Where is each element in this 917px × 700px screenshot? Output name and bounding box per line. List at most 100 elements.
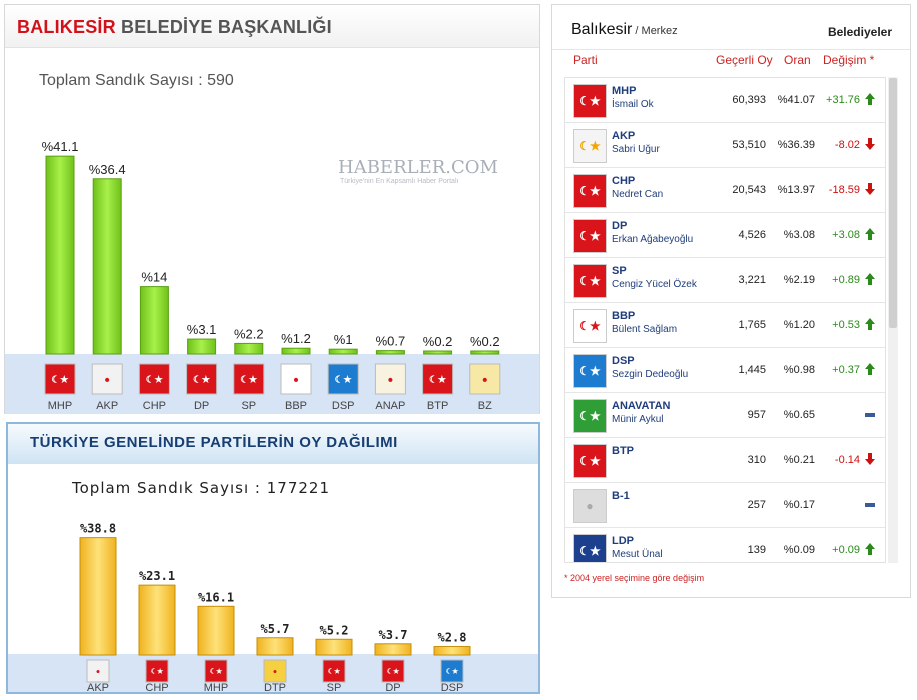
party-name: MHP: [612, 85, 637, 97]
vote-change: -18.59: [828, 184, 860, 196]
bar-bz: [470, 350, 500, 355]
sp-party-logo-icon: [322, 659, 346, 683]
vote-ratio: %0.09: [783, 544, 815, 556]
category-label-bz: BZ: [478, 400, 492, 412]
watermark-logo: HABERLER.COM: [338, 157, 498, 178]
table-row[interactable]: ☾★ LDP Mesut Ünal 139 %0.09 +0.09: [565, 528, 885, 562]
table-row[interactable]: ☾★ CHP Nedret Can 20,543 %13.97 -18.59: [565, 168, 885, 213]
table-row[interactable]: ☾★ MHP İsmail Ok 60,393 %41.07 +31.76: [565, 78, 885, 123]
panel-b-header: TÜRKİYE GENELİNDE PARTİLERİN OY DAĞILIMI: [8, 424, 538, 464]
anap-logo-glyph: ●: [388, 375, 394, 386]
valid-votes: 257: [747, 499, 766, 511]
bar-value-label-dp: %3.7: [379, 628, 408, 642]
table-row[interactable]: ☾★ SP Cengiz Yücel Özek 3,221 %2.19 +0.89: [565, 258, 885, 303]
vote-change: +3.08: [832, 229, 860, 241]
party-name: SP: [612, 265, 627, 277]
column-header-ratio: Oran: [784, 53, 811, 67]
bbp-party-logo-icon: [280, 363, 312, 395]
category-label-chp: CHP: [143, 400, 166, 412]
category-label-anap: ANAP: [375, 400, 405, 412]
bar-value-label-sp: %2.2: [234, 326, 264, 341]
no-change-dash-icon: [865, 413, 875, 417]
bbp-logo-glyph: ●: [293, 375, 299, 386]
watermark-tagline: Türkiye'nin En Kapsamlı Haber Portalı: [340, 178, 459, 185]
dp-logo-glyph: ☾★: [193, 375, 211, 386]
vote-ratio: %0.17: [783, 499, 815, 511]
party-name: BTP: [612, 445, 634, 457]
chp-party-logo-icon: [138, 363, 170, 395]
candidate-name: Sabri Uğur: [612, 144, 660, 155]
bar-dp: [187, 338, 217, 355]
vote-ratio: %41.07: [777, 94, 815, 106]
results-scrollbar[interactable]: [888, 77, 898, 563]
scrollbar-thumb[interactable]: [889, 78, 897, 328]
party-name: AKP: [612, 130, 636, 142]
valid-votes: 1,765: [738, 319, 766, 331]
party-logo-glyph: ☾★: [579, 319, 601, 333]
dp-party-logo-icon: [381, 659, 405, 683]
dsp-party-logo-icon: ☾★: [573, 354, 607, 388]
vote-change: +0.37: [832, 364, 860, 376]
mhp-party-logo-icon: ☾★: [573, 84, 607, 118]
party-logo-glyph: ☾★: [579, 544, 601, 558]
bz-party-logo-icon: [469, 363, 501, 395]
party-logo-glyph: ☾★: [579, 184, 601, 198]
bar-value-label-akp: %36.4: [89, 162, 126, 177]
btp-party-logo-icon: [422, 363, 454, 395]
dtp-party-logo-icon: [263, 659, 287, 683]
bar-value-label-bz: %0.2: [470, 334, 500, 349]
footnote: * 2004 yerel seçimine göre değişim: [564, 573, 705, 583]
party-name: BBP: [612, 310, 636, 322]
arrow-down-icon: [865, 453, 875, 465]
vote-ratio: %1.20: [783, 319, 815, 331]
category-label-mhp: MHP: [48, 400, 72, 412]
panel-b-ballot-count: Toplam Sandık Sayısı : 177221: [72, 479, 331, 497]
bar-bbp: [281, 347, 311, 355]
party-logo-glyph: ☾★: [579, 229, 601, 243]
category-label-btp: BTP: [427, 400, 448, 412]
dp-logo-glyph: ☾★: [387, 668, 400, 676]
tab-belediyeler[interactable]: Belediyeler: [827, 25, 892, 39]
table-row[interactable]: ☾★ BBP Bülent Sağlam 1,765 %1.20 +0.53: [565, 303, 885, 348]
category-label-sp: SP: [327, 682, 342, 692]
vote-change: +0.53: [832, 319, 860, 331]
candidate-name: Nedret Can: [612, 189, 664, 200]
table-row[interactable]: ☾★ ANAVATAN Münir Aykul 957 %0.65: [565, 393, 885, 438]
candidate-name: İsmail Ok: [612, 99, 654, 110]
vote-ratio: %2.19: [783, 274, 815, 286]
table-row[interactable]: ☾★ DP Erkan Ağabeyoğlu 4,526 %3.08 +3.08: [565, 213, 885, 258]
akp-party-logo-icon: [91, 363, 123, 395]
valid-votes: 1,445: [738, 364, 766, 376]
akp-logo-glyph: ●: [104, 375, 110, 386]
anavatan-party-logo-icon: ☾★: [573, 399, 607, 433]
category-label-chp: CHP: [145, 682, 168, 692]
turkey-bar-chart: %38.8 ● AKP %23.1 ☾★ CHP %16.1 ☾★ MHP %5.7 ● DTP %5.…: [79, 522, 471, 692]
candidate-name: Münir Aykul: [612, 414, 664, 425]
arrow-up-icon: [865, 318, 875, 330]
table-row[interactable]: ☾★ BTP 310 %0.21 -0.14: [565, 438, 885, 483]
valid-votes: 4,526: [738, 229, 766, 241]
panel-a-title-city: BALIKESİR: [17, 17, 116, 37]
arrow-up-icon: [865, 363, 875, 375]
bar-anap: [375, 350, 405, 355]
valid-votes: 310: [747, 454, 766, 466]
vote-ratio: %36.39: [777, 139, 815, 151]
bar-akp: [79, 537, 117, 656]
bar-value-label-mhp: %41.1: [42, 139, 79, 154]
sp-party-logo-icon: [233, 363, 265, 395]
table-row[interactable]: ☾★ AKP Sabri Uğur 53,510 %36.39 -8.02: [565, 123, 885, 168]
party-logo-glyph: ●: [586, 499, 594, 513]
sp-logo-glyph: ☾★: [328, 668, 341, 676]
anap-party-logo-icon: [374, 363, 406, 395]
dsp-party-logo-icon: [440, 659, 464, 683]
location-title: Balıkesir / Merkez: [571, 21, 678, 39]
table-row[interactable]: ● B-1 257 %0.17: [565, 483, 885, 528]
vote-ratio: %0.65: [783, 409, 815, 421]
chp-logo-glyph: ☾★: [146, 375, 164, 386]
bar-sp: [234, 342, 264, 355]
arrow-up-icon: [865, 543, 875, 555]
column-header-change: Değişim *: [823, 53, 875, 67]
vote-change: -0.14: [834, 454, 860, 466]
table-row[interactable]: ☾★ DSP Sezgin Dedeoğlu 1,445 %0.98 +0.37: [565, 348, 885, 393]
bar-chp: [138, 584, 176, 656]
